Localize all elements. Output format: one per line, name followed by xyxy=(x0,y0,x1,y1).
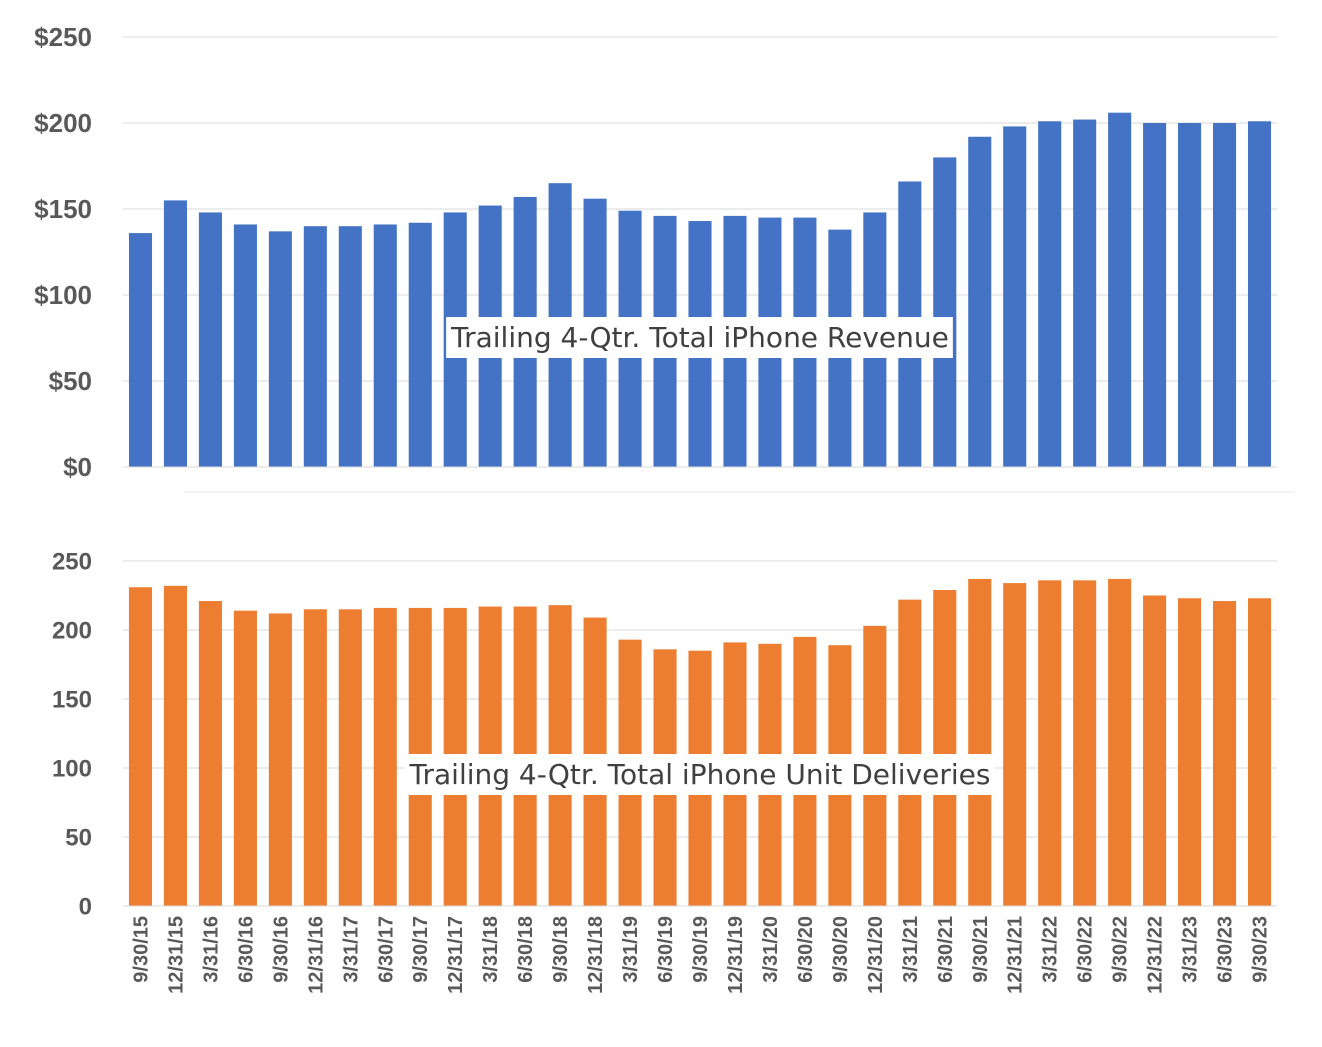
bar xyxy=(1143,123,1167,467)
x-tick-label: 9/30/23 xyxy=(1250,916,1272,983)
bar xyxy=(163,585,187,906)
x-tick-label: 12/31/22 xyxy=(1145,916,1167,994)
x-tick-label: 3/31/18 xyxy=(480,916,502,983)
bar xyxy=(268,613,292,906)
bar xyxy=(128,587,153,906)
x-tick-label: 6/30/16 xyxy=(235,916,257,983)
bar xyxy=(128,233,153,467)
y-tick-label: 200 xyxy=(52,617,92,644)
y-tick-label: $50 xyxy=(49,366,92,396)
x-tick-label: 9/30/21 xyxy=(970,916,992,983)
bar xyxy=(968,136,992,467)
x-tick-label: 3/31/23 xyxy=(1180,916,1202,983)
y-tick-label: 100 xyxy=(52,755,92,782)
bar xyxy=(1003,583,1027,906)
bar xyxy=(338,226,362,467)
x-tick-label: 6/30/23 xyxy=(1215,916,1237,983)
x-tick-label: 3/31/16 xyxy=(200,916,222,983)
x-tick-label: 3/31/21 xyxy=(900,916,922,983)
bar xyxy=(1073,580,1097,906)
x-tick-label: 12/31/17 xyxy=(445,916,467,994)
chart-annotation: Trailing 4-Qtr. Total iPhone Revenue xyxy=(450,321,949,354)
x-tick-label: 12/31/18 xyxy=(585,916,607,994)
y-tick-label: 0 xyxy=(79,893,92,920)
chart-annotation: Trailing 4-Qtr. Total iPhone Unit Delive… xyxy=(409,758,991,791)
bar xyxy=(898,599,922,906)
annotation-box xyxy=(446,317,953,358)
x-tick-label: 12/31/20 xyxy=(865,916,887,994)
bar xyxy=(233,224,257,467)
bar xyxy=(1247,121,1272,467)
x-tick-label: 12/31/15 xyxy=(165,916,187,994)
bar xyxy=(933,589,957,906)
bar xyxy=(303,609,327,906)
bar xyxy=(968,578,992,906)
bar xyxy=(163,200,187,467)
chart-panel-revenue: $0 $50 $100 $150 $200 $250 Trailing 4-Qtr. Tot… xyxy=(34,22,1295,493)
y-tick-label: $100 xyxy=(34,280,92,310)
x-tick-label: 3/31/22 xyxy=(1040,916,1062,983)
x-tick-label: 9/30/17 xyxy=(410,916,432,983)
y-tick-label: 50 xyxy=(65,824,92,851)
bar xyxy=(268,231,292,467)
bar xyxy=(1178,598,1202,906)
bar xyxy=(1178,123,1202,467)
x-tick-label: 9/30/19 xyxy=(690,916,712,983)
y-tick-label: $0 xyxy=(63,452,92,482)
bar xyxy=(408,222,432,467)
bar xyxy=(303,226,327,467)
x-tick-label: 12/31/21 xyxy=(1005,916,1027,994)
bar xyxy=(1108,578,1132,906)
annotation-box xyxy=(404,754,995,795)
x-tick-label: 6/30/17 xyxy=(375,916,397,983)
bar xyxy=(198,601,222,906)
x-tick-label: 6/30/21 xyxy=(935,916,957,983)
x-tick-label: 9/30/16 xyxy=(270,916,292,983)
x-tick-label: 3/31/20 xyxy=(760,916,782,983)
x-tick-label: 12/31/19 xyxy=(725,916,747,994)
x-tick-label: 9/30/15 xyxy=(130,916,152,983)
x-tick-label: 3/31/17 xyxy=(340,916,362,983)
x-tick-label: 9/30/20 xyxy=(830,916,852,983)
x-tick-label: 12/31/16 xyxy=(305,916,327,994)
bar xyxy=(198,212,222,467)
bar xyxy=(933,157,957,467)
x-tick-label: 9/30/22 xyxy=(1110,916,1132,983)
x-tick-label: 6/30/22 xyxy=(1075,916,1097,983)
bar xyxy=(1038,580,1062,906)
x-tick-label: 6/30/20 xyxy=(795,916,817,983)
bar xyxy=(1213,123,1237,467)
bar xyxy=(233,610,257,906)
bar xyxy=(1073,119,1097,467)
y-tick-label: $250 xyxy=(34,22,92,52)
bar xyxy=(1213,601,1237,906)
x-tick-label: 9/30/18 xyxy=(550,916,572,983)
bar xyxy=(1247,598,1272,906)
chart-panel-units: 0 50 100 150 200 250 Trailing 4-Qtr. Total iPh… xyxy=(52,548,1277,994)
y-tick-label: 150 xyxy=(52,686,92,713)
y-tick-label: $200 xyxy=(34,108,92,138)
bar xyxy=(373,607,397,906)
bar xyxy=(1108,112,1132,468)
x-tick-label: 3/31/19 xyxy=(620,916,642,983)
bar xyxy=(1038,121,1062,467)
y-tick-label: $150 xyxy=(34,194,92,224)
x-tick-label: 6/30/19 xyxy=(655,916,677,983)
bar xyxy=(373,224,397,467)
x-tick-label: 6/30/18 xyxy=(515,916,537,983)
bar xyxy=(1003,126,1027,467)
bar xyxy=(1143,595,1167,906)
y-tick-label: 250 xyxy=(52,548,92,575)
bar xyxy=(338,609,362,906)
